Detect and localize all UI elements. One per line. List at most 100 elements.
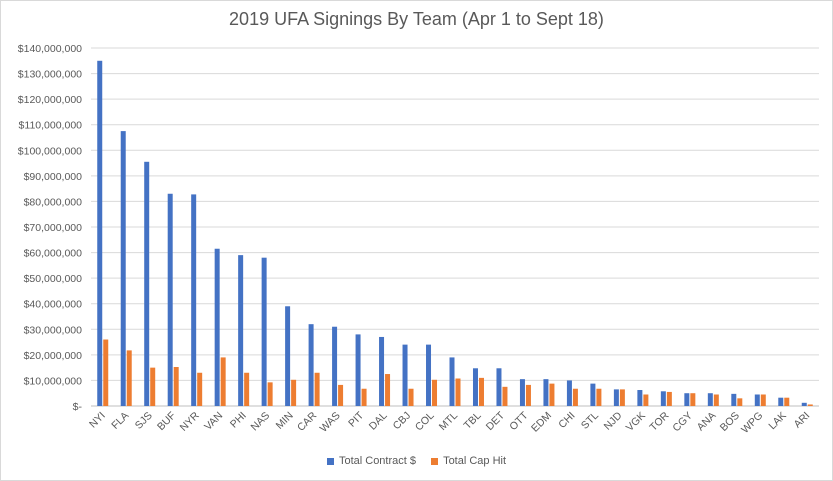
x-tick-label: CGY (670, 410, 695, 435)
bar-total-cap-hit (126, 350, 132, 406)
x-tick-label: ANA (695, 410, 719, 434)
bar-total-contract (754, 394, 760, 406)
x-tick-label: BUF (155, 410, 178, 433)
bar-total-contract (402, 344, 408, 406)
x-tick-label: SJS (133, 410, 155, 432)
bar-total-contract (707, 393, 713, 406)
y-tick-label: $110,000,000 (19, 120, 83, 132)
legend-label-total-cap-hit: Total Cap Hit (443, 455, 507, 467)
bar-total-cap-hit (807, 404, 813, 406)
x-tick-label: TBL (461, 410, 483, 432)
bar-total-contract (379, 336, 385, 406)
x-tick-label: COL (413, 410, 437, 434)
x-tick-label: DAL (367, 410, 390, 433)
bar-total-cap-hit (197, 372, 203, 406)
y-tick-label: $80,000,000 (24, 196, 83, 208)
x-tick-label: EDM (529, 410, 554, 435)
x-tick-label: WPG (739, 410, 765, 436)
x-tick-label: ARI (792, 410, 813, 431)
bar-total-contract (426, 344, 432, 406)
y-tick-label: $10,000,000 (24, 375, 83, 387)
y-tick-label: $30,000,000 (24, 324, 83, 336)
bar-total-contract (590, 383, 596, 406)
legend-item-total-cap-hit: Total Cap Hit (431, 455, 506, 467)
x-tick-label: NYI (87, 410, 108, 431)
y-tick-label: $70,000,000 (24, 222, 83, 234)
y-tick-label: $130,000,000 (18, 69, 82, 81)
chart-title: 2019 UFA Signings By Team (Apr 1 to Sept… (229, 9, 604, 29)
bar-total-contract (566, 380, 572, 406)
bar-total-cap-hit (173, 367, 179, 406)
bar-total-cap-hit (478, 377, 484, 406)
x-tick-label: NJD (602, 409, 625, 432)
x-tick-label: CBJ (391, 410, 414, 433)
legend-item-total-contract: Total Contract $ (326, 455, 416, 467)
bar-total-contract (684, 393, 690, 406)
x-tick-label: PHI (228, 410, 249, 431)
bar-total-cap-hit (596, 388, 602, 406)
bar-total-cap-hit (291, 379, 297, 406)
y-tick-label: $60,000,000 (24, 248, 83, 260)
bar-total-cap-hit (643, 394, 649, 406)
x-tick-label: MIN (274, 410, 296, 432)
bar-total-cap-hit (220, 357, 226, 406)
bar-total-contract (472, 368, 478, 406)
bar-total-cap-hit (244, 372, 250, 406)
x-tick-label: FLA (109, 410, 131, 432)
bar-total-cap-hit (455, 378, 461, 406)
bar-total-cap-hit (784, 397, 790, 406)
bar-total-cap-hit (619, 389, 625, 406)
bar-total-cap-hit (737, 398, 743, 406)
bar-total-cap-hit (549, 383, 555, 406)
x-tick-label: WAS (318, 410, 343, 435)
bar-total-cap-hit (314, 372, 320, 406)
y-tick-label: $100,000,000 (18, 145, 82, 157)
x-tick-label: BOS (718, 410, 742, 434)
bar-total-contract (285, 306, 291, 406)
x-tick-label: VAN (202, 410, 225, 433)
legend-label-total-contract: Total Contract $ (338, 455, 416, 467)
bar-total-contract (613, 389, 619, 406)
bar-total-contract (191, 194, 197, 406)
y-tick-label: $50,000,000 (24, 273, 83, 285)
y-tick-label: $20,000,000 (24, 350, 83, 362)
y-tick-label: $140,000,000 (18, 43, 82, 55)
bar-total-contract (660, 391, 666, 406)
bar-total-contract (778, 397, 784, 406)
x-tick-label: TOR (647, 409, 671, 433)
bar-total-cap-hit (408, 388, 414, 406)
bar-total-contract (801, 402, 807, 406)
x-tick-label: CAR (295, 409, 319, 433)
legend: Total Contract $ Total Cap Hit (1, 455, 832, 468)
bar-total-cap-hit (361, 388, 367, 406)
x-tick-label: NAS (248, 410, 272, 434)
legend-swatch-total-contract (326, 457, 334, 465)
x-tick-label: NYR (178, 409, 202, 433)
bar-total-cap-hit (103, 339, 109, 406)
bar-total-cap-hit (525, 384, 531, 406)
bar-total-contract (449, 357, 455, 406)
bar-total-contract (519, 379, 525, 406)
y-tick-label: $40,000,000 (24, 299, 83, 311)
x-tick-label: LAK (766, 410, 789, 433)
bar-total-contract (144, 161, 150, 406)
bar-total-contract (355, 334, 361, 406)
bar-total-cap-hit (338, 384, 344, 406)
x-tick-label: PIT (346, 409, 366, 429)
y-tick-label: $120,000,000 (18, 94, 82, 106)
bar-total-contract (214, 248, 220, 406)
bar-total-cap-hit (502, 386, 508, 406)
bar-total-cap-hit (760, 394, 766, 406)
bar-total-contract (308, 324, 314, 406)
y-tick-label: $90,000,000 (24, 171, 83, 183)
bar-total-contract (332, 326, 338, 406)
bar-total-cap-hit (385, 374, 391, 406)
bar-total-cap-hit (267, 382, 273, 406)
bar-total-contract (637, 390, 643, 406)
x-tick-label: VGK (624, 410, 648, 434)
bar-total-cap-hit (572, 388, 578, 406)
bar-total-cap-hit (690, 393, 696, 406)
bar-total-cap-hit (713, 394, 719, 406)
